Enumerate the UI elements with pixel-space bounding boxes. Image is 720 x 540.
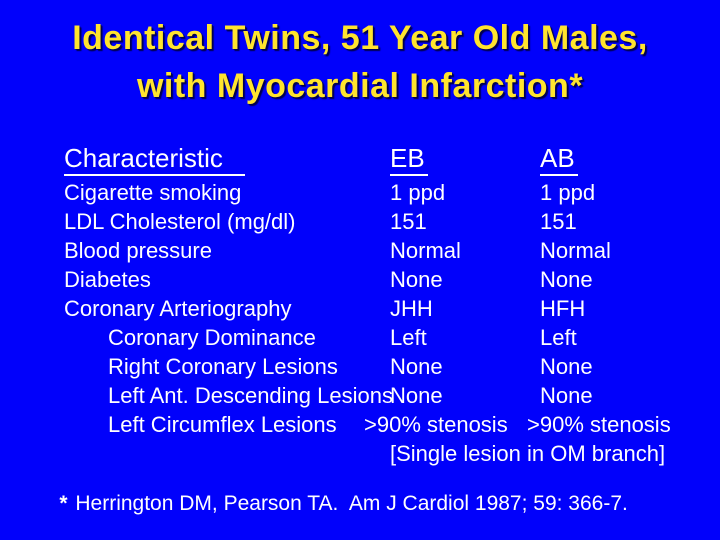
ab-value: Normal bbox=[540, 238, 611, 263]
characteristic-label: Coronary Dominance bbox=[108, 325, 316, 350]
ab-value: Left bbox=[540, 325, 577, 350]
eb-value: >90% stenosis bbox=[364, 412, 508, 437]
characteristic-cell bbox=[64, 440, 390, 468]
eb-value-cell: None bbox=[390, 382, 540, 410]
ab-value: None bbox=[540, 383, 593, 408]
eb-header-cell: EB bbox=[390, 143, 540, 176]
table-row: Blood pressure Normal Normal bbox=[64, 237, 700, 266]
ab-value: HFH bbox=[540, 296, 586, 321]
eb-value-cell: Normal bbox=[390, 237, 540, 265]
table-row: LDL Cholesterol (mg/dl) 151 151 bbox=[64, 208, 700, 237]
ab-value-cell: None bbox=[540, 382, 700, 410]
table-header-row: Characteristic EB AB bbox=[64, 143, 700, 179]
eb-value: Left bbox=[390, 325, 427, 350]
ab-value-cell: None bbox=[540, 266, 700, 294]
characteristic-cell: Left Ant. Descending Lesions bbox=[64, 382, 393, 410]
table-row: Coronary Arteriography JHH HFH bbox=[64, 295, 700, 324]
eb-value: [Single lesion in OM branch] bbox=[390, 441, 666, 466]
ab-value: 1 ppd bbox=[540, 180, 596, 205]
characteristic-label: Left Ant. Descending Lesions bbox=[108, 383, 393, 408]
characteristic-label: Blood pressure bbox=[64, 238, 212, 263]
table-row: Left Ant. Descending Lesions None None bbox=[64, 382, 700, 411]
characteristic-label: Left Circumflex Lesions bbox=[108, 412, 337, 437]
footnote-text: Herrington DM, Pearson TA. Am J Cardiol … bbox=[69, 492, 628, 515]
eb-value-cell: JHH bbox=[390, 295, 540, 323]
table-row: Diabetes None None bbox=[64, 266, 700, 295]
eb-value: None bbox=[390, 267, 443, 292]
ab-value: >90% stenosis bbox=[527, 412, 671, 437]
twins-comparison-table: Characteristic EB AB Cigarette smoking 1… bbox=[64, 143, 700, 469]
ab-value-cell: 151 bbox=[540, 208, 700, 236]
eb-value: None bbox=[390, 383, 443, 408]
table-rows: Cigarette smoking 1 ppd 1 ppd LDL Choles… bbox=[64, 179, 700, 469]
table-row: Coronary Dominance Left Left bbox=[64, 324, 700, 353]
eb-value-cell: 151 bbox=[390, 208, 540, 236]
eb-value-cell: 1 ppd bbox=[390, 179, 540, 207]
eb-value: JHH bbox=[390, 296, 433, 321]
characteristic-label: Coronary Arteriography bbox=[64, 296, 292, 321]
eb-value-cell: Left bbox=[390, 324, 540, 352]
footnote-asterisk: * bbox=[59, 492, 68, 515]
characteristic-cell: Coronary Dominance bbox=[64, 324, 390, 352]
characteristic-label: Diabetes bbox=[64, 267, 151, 292]
ab-value-cell: Left bbox=[540, 324, 700, 352]
eb-value-cell: [Single lesion in OM branch] bbox=[390, 440, 665, 468]
table-row: Left Circumflex Lesions >90% stenosis >9… bbox=[64, 411, 700, 440]
characteristic-label: Right Coronary Lesions bbox=[108, 354, 338, 379]
table-row: Right Coronary Lesions None None bbox=[64, 353, 700, 382]
ab-value-cell bbox=[540, 440, 700, 468]
characteristic-cell: Left Circumflex Lesions bbox=[64, 411, 390, 439]
eb-value: None bbox=[390, 354, 443, 379]
characteristic-cell: Cigarette smoking bbox=[64, 179, 390, 207]
eb-value-cell: None bbox=[390, 353, 540, 381]
ab-header-cell: AB bbox=[540, 143, 700, 176]
ab-value-cell: None bbox=[540, 353, 700, 381]
ab-value-cell: HFH bbox=[540, 295, 700, 323]
ab-value: None bbox=[540, 267, 593, 292]
column-header-characteristic: Characteristic bbox=[64, 143, 245, 176]
citation: * Herrington DM, Pearson TA. Am J Cardio… bbox=[36, 468, 628, 540]
characteristic-label: Cigarette smoking bbox=[64, 180, 242, 205]
characteristic-cell: Blood pressure bbox=[64, 237, 390, 265]
characteristic-cell: Right Coronary Lesions bbox=[64, 353, 390, 381]
column-header-eb: EB bbox=[390, 143, 428, 176]
characteristic-label: LDL Cholesterol (mg/dl) bbox=[64, 209, 296, 234]
eb-value-cell: None bbox=[390, 266, 540, 294]
characteristic-cell: Diabetes bbox=[64, 266, 390, 294]
ab-value-cell: Normal bbox=[540, 237, 700, 265]
table-row: [Single lesion in OM branch] bbox=[64, 440, 700, 469]
characteristic-cell: LDL Cholesterol (mg/dl) bbox=[64, 208, 390, 236]
title-line-1: Identical Twins, 51 Year Old Males, bbox=[72, 19, 648, 57]
eb-value: 151 bbox=[390, 209, 427, 234]
eb-value-cell: >90% stenosis bbox=[364, 411, 540, 439]
eb-value: Normal bbox=[390, 238, 461, 263]
title-line-2: with Myocardial Infarction* bbox=[136, 67, 584, 105]
characteristic-header-cell: Characteristic bbox=[64, 143, 390, 176]
eb-value: 1 ppd bbox=[390, 180, 446, 205]
column-header-ab: AB bbox=[540, 143, 578, 176]
ab-value: None bbox=[540, 354, 593, 379]
ab-value-cell: >90% stenosis bbox=[527, 411, 700, 439]
slide-title: Identical Twins, 51 Year Old Males, with… bbox=[0, 14, 720, 110]
characteristic-cell: Coronary Arteriography bbox=[64, 295, 390, 323]
table-row: Cigarette smoking 1 ppd 1 ppd bbox=[64, 179, 700, 208]
ab-value: 151 bbox=[540, 209, 577, 234]
ab-value-cell: 1 ppd bbox=[540, 179, 700, 207]
